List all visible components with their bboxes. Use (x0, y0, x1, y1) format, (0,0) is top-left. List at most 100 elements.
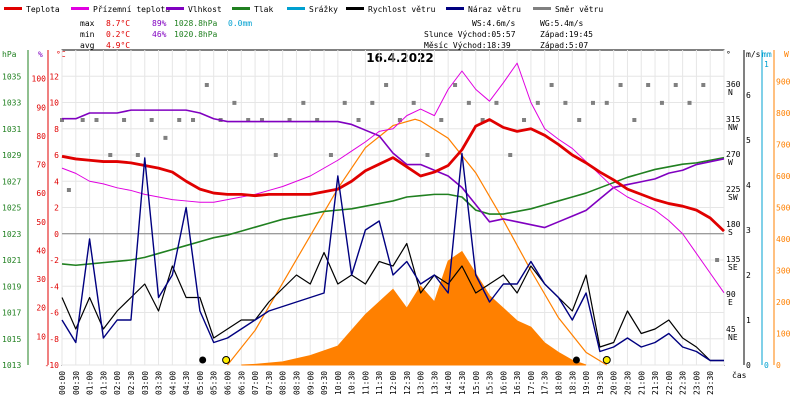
tick-label-degc: -2 (49, 256, 59, 265)
tick-label-x: 16:00 (499, 371, 508, 395)
tick-label-dir: 90 (726, 290, 736, 299)
wind-dir-point (80, 118, 85, 122)
stats-block: max 8.7°C 89% 1028.8hPa 0.0mm min 0.2°C … (80, 19, 252, 50)
tick-label-ms: 3 (746, 226, 751, 235)
axis-unit-hpa: hPa (2, 50, 17, 59)
tick-label-x: 02:30 (127, 371, 136, 395)
wind-dir-point (549, 83, 554, 87)
legend-smer-vetru: Směr větru (555, 5, 603, 14)
wind-dir-point (466, 100, 471, 105)
tick-label-degc: -8 (49, 335, 59, 344)
tick-label-dir-compass: W (728, 158, 733, 167)
tick-label-x: 00:30 (72, 371, 81, 395)
tick-label-pct: 50 (36, 218, 46, 227)
tick-label-w: 400 (776, 235, 791, 244)
info-wg: WG:5.4m/s (540, 19, 584, 28)
tick-label-hpa: 1019 (2, 282, 21, 291)
wind-dir-point (246, 118, 251, 122)
tick-label-hpa: 1015 (2, 335, 21, 344)
tick-label-x: 09:00 (306, 371, 315, 395)
wind-dir-point (659, 100, 664, 105)
tick-label-dir-compass: NE (728, 333, 738, 342)
tick-label-x: 00:00 (58, 371, 67, 395)
wind-dir-point (535, 100, 540, 105)
wind-dir-point (604, 100, 609, 105)
wind-dir-point (480, 118, 485, 122)
chart-title: 16.4.2022 (366, 51, 434, 65)
info-sun-set: Západ:19:45 (540, 30, 593, 39)
stat-avg-label: avg (80, 41, 95, 50)
tick-label-x: 06:00 (224, 371, 233, 395)
tick-label-hpa: 1027 (2, 177, 21, 186)
wind-dir-point (177, 118, 182, 122)
tick-label-w: 600 (776, 172, 791, 181)
tick-label-dir: 270 (726, 150, 741, 159)
tick-label-hpa: 1013 (2, 361, 21, 370)
wind-dir-point (259, 118, 264, 122)
tick-label-pct: 70 (36, 161, 46, 170)
wind-dir-point (273, 153, 278, 157)
legend-rychlost-vetru: Rychlost větru (368, 5, 436, 14)
wind-dir-point (701, 83, 706, 87)
stat-min-press: 1020.8hPa (174, 30, 218, 39)
tick-label-ms: 6 (746, 91, 751, 100)
tick-label-x: 17:00 (527, 371, 536, 395)
tick-label-hpa: 1025 (2, 204, 21, 213)
tick-label-x: 23:00 (692, 371, 701, 395)
axis-unit-mm: mm (762, 50, 772, 59)
tick-label-dir-compass: SE (728, 263, 738, 272)
tick-label-hpa: 1021 (2, 256, 21, 265)
tick-label-x: 04:00 (168, 371, 177, 395)
tick-label-x: 14:30 (458, 371, 467, 395)
wind-dir-point (632, 118, 637, 122)
tick-label-x: 03:30 (155, 371, 164, 395)
plot-area: 1035103310311029102710251023102110191017… (2, 49, 791, 395)
tick-label-x: 01:00 (86, 371, 95, 395)
tick-label-x: 11:00 (361, 371, 370, 395)
stat-max-temp: 8.7°C (106, 19, 130, 28)
tick-label-x: 09:30 (320, 371, 329, 395)
wind-dir-point (94, 118, 99, 122)
legend-teplota: Teplota (26, 5, 60, 14)
tick-label-dir-compass: E (728, 298, 733, 307)
legend-prizemni-teplota: Přízemní teplota (93, 5, 170, 14)
wind-dir-point (191, 118, 196, 122)
tick-label-x: 07:00 (251, 371, 260, 395)
series-solar-area (241, 250, 587, 366)
sunrise-marker (222, 356, 231, 364)
info-moon: Měsíc Východ:18:39 (424, 41, 511, 50)
tick-label-hpa: 1031 (2, 125, 21, 134)
tick-label-x: 13:00 (417, 371, 426, 395)
tick-label-ms: 1 (746, 316, 751, 325)
tick-label-x: 20:00 (610, 371, 619, 395)
wind-dir-point (356, 118, 361, 122)
stat-max-rain: 0.0mm (228, 19, 252, 28)
tick-label-dir-compass: SW (728, 193, 738, 202)
tick-label-x: 10:30 (348, 371, 357, 395)
tick-label-pct: 100 (32, 75, 47, 84)
tick-label-dir: 135 (726, 255, 741, 264)
tick-label-w: 900 (776, 78, 791, 87)
tick-label-degc: 10 (49, 99, 59, 108)
sunset-marker (602, 356, 611, 364)
tick-label-ms: 4 (746, 181, 751, 190)
stat-min-hum: 46% (152, 30, 167, 39)
wind-dir-point (108, 153, 113, 157)
tick-label-degc: 12 (49, 72, 59, 81)
stat-avg-temp: 4.9°C (106, 41, 130, 50)
tick-label-pct: 60 (36, 189, 46, 198)
wind-dir-point (687, 100, 692, 105)
tick-label-x: 18:30 (568, 371, 577, 395)
tick-label-x: 15:00 (472, 371, 481, 395)
tick-label-x: 02:00 (113, 371, 122, 395)
tick-label-dir: 315 (726, 115, 741, 124)
legend-vlhkost: Vlhkost (188, 5, 222, 14)
tick-label-x: 05:00 (196, 371, 205, 395)
tick-label-hpa: 1023 (2, 230, 21, 239)
tick-label-dir: 225 (726, 185, 741, 194)
wind-dir-point (204, 83, 209, 87)
tick-label-hpa: 1035 (2, 72, 21, 81)
tick-label-degc: 6 (54, 151, 59, 160)
legend-tlak: Tlak (254, 5, 273, 14)
